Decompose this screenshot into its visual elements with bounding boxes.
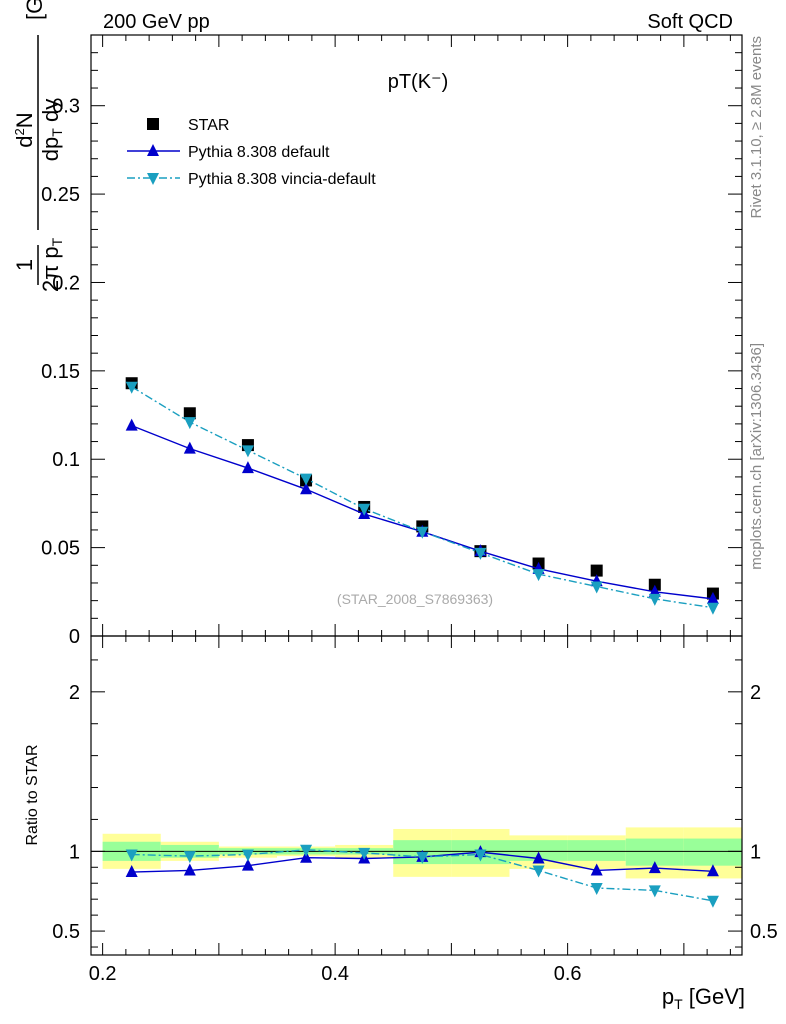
lower-axis-ticks: 0.5 0.5 1 1 2 2 0.2 0.4 0.6	[52, 636, 778, 985]
data-point	[648, 578, 661, 591]
data-point	[532, 851, 545, 864]
data-point	[590, 863, 603, 876]
data-point	[241, 445, 254, 458]
data-point	[125, 381, 138, 394]
data-point	[648, 584, 661, 597]
data-point	[706, 864, 719, 877]
data-point	[241, 849, 254, 862]
inner-band-bin	[683, 838, 742, 866]
upper-y-axis-label: 1 2π pT d2N dpT dy [GeV-2]	[12, 0, 65, 292]
data-point	[183, 407, 196, 420]
data-point	[706, 895, 719, 908]
data-point	[590, 883, 603, 896]
data-point	[125, 849, 138, 862]
svg-text:2π pT: 2π pT	[38, 237, 65, 292]
data-point	[590, 581, 603, 594]
data-point	[590, 564, 603, 577]
legend: STAR Pythia 8.308 default Pythia 8.308 vin…	[127, 117, 376, 188]
data-point	[474, 849, 487, 862]
data-point	[648, 885, 661, 898]
data-point	[300, 844, 313, 857]
mcplots-label: mcplots.cern.ch [arXiv:1306.3436]	[748, 343, 765, 570]
data-point	[416, 526, 429, 539]
legend-marker	[147, 144, 159, 156]
y-tick-label: 0.15	[41, 361, 80, 383]
data-point	[706, 602, 719, 615]
svg-text:[GeV-2]: [GeV-2]	[21, 0, 47, 20]
data-point	[241, 858, 254, 871]
y-tick-label: 0.3	[52, 96, 80, 118]
legend-label: Pythia 8.308 default	[188, 144, 330, 161]
y-tick-label: 0.05	[41, 538, 80, 560]
panel-frames	[90, 34, 743, 956]
x-axis-label: pT [GeV]	[662, 984, 745, 1012]
ratio-y-axis-label: Ratio to STAR	[24, 744, 41, 845]
data-point	[706, 591, 719, 604]
ratio-y-tick-label: 2	[69, 682, 80, 704]
x-tick-label: 0.4	[321, 963, 349, 985]
ratio-y-tick-label-right: 2	[750, 682, 761, 704]
lower-series	[125, 844, 719, 908]
data-point	[358, 503, 371, 516]
x-tick-label: 0.2	[89, 963, 117, 985]
star-uncertainty-bands	[91, 827, 742, 879]
ratio-y-tick-label-right: 1	[750, 841, 761, 863]
collision-label: 200 GeV pp	[103, 11, 210, 33]
data-point	[532, 865, 545, 878]
ratio-y-tick-label: 0.5	[52, 921, 80, 943]
y-tick-label: 0.25	[41, 184, 80, 206]
data-point	[125, 418, 138, 431]
data-point	[183, 441, 196, 454]
lower-panel	[91, 636, 742, 955]
data-point	[358, 847, 371, 860]
lower-frame	[90, 635, 743, 956]
data-point	[300, 473, 313, 486]
ratio-y-tick-label-right: 0.5	[750, 921, 778, 943]
data-point	[300, 482, 313, 495]
ratio-y-tick-label: 1	[69, 841, 80, 863]
svg-text:1: 1	[12, 259, 37, 271]
legend-label: Pythia 8.308 vincia-default	[188, 171, 376, 188]
y-tick-label: 0.1	[52, 449, 80, 471]
svg-text:pT [GeV]: pT [GeV]	[662, 984, 745, 1012]
data-point	[183, 417, 196, 430]
analysis-watermark: (STAR_2008_S7869363)	[337, 591, 493, 607]
upper-series	[125, 377, 719, 615]
upper-plot-area	[91, 35, 742, 636]
svg-text:d2N: d2N	[12, 112, 37, 147]
upper-panel	[91, 35, 742, 636]
upper-axis-ticks: 0 0.05 0.1 0.15 0.2 0.25 0.3	[41, 34, 742, 648]
data-point	[183, 863, 196, 876]
upper-title: pT(K⁻)	[388, 71, 449, 93]
lower-plot-area	[91, 636, 742, 955]
data-point	[125, 865, 138, 878]
data-point	[532, 569, 545, 582]
inner-band-bin	[567, 840, 626, 861]
data-point	[474, 547, 487, 560]
data-point	[241, 461, 254, 474]
legend-marker	[147, 118, 159, 130]
inner-band-bin	[509, 840, 568, 861]
legend-label: STAR	[188, 117, 229, 134]
svg-text:dpT dy: dpT dy	[38, 99, 65, 161]
rivet-version-label: Rivet 3.1.10, ≥ 2.8M events	[748, 36, 765, 219]
data-point	[648, 593, 661, 606]
data-point	[648, 861, 661, 874]
category-label: Soft QCD	[647, 11, 733, 33]
x-tick-label: 0.6	[554, 963, 582, 985]
legend-marker	[147, 173, 159, 185]
data-point	[183, 851, 196, 864]
data-point	[416, 851, 429, 864]
y-tick-label: 0	[69, 626, 80, 648]
y-tick-label: 0.2	[52, 272, 80, 294]
